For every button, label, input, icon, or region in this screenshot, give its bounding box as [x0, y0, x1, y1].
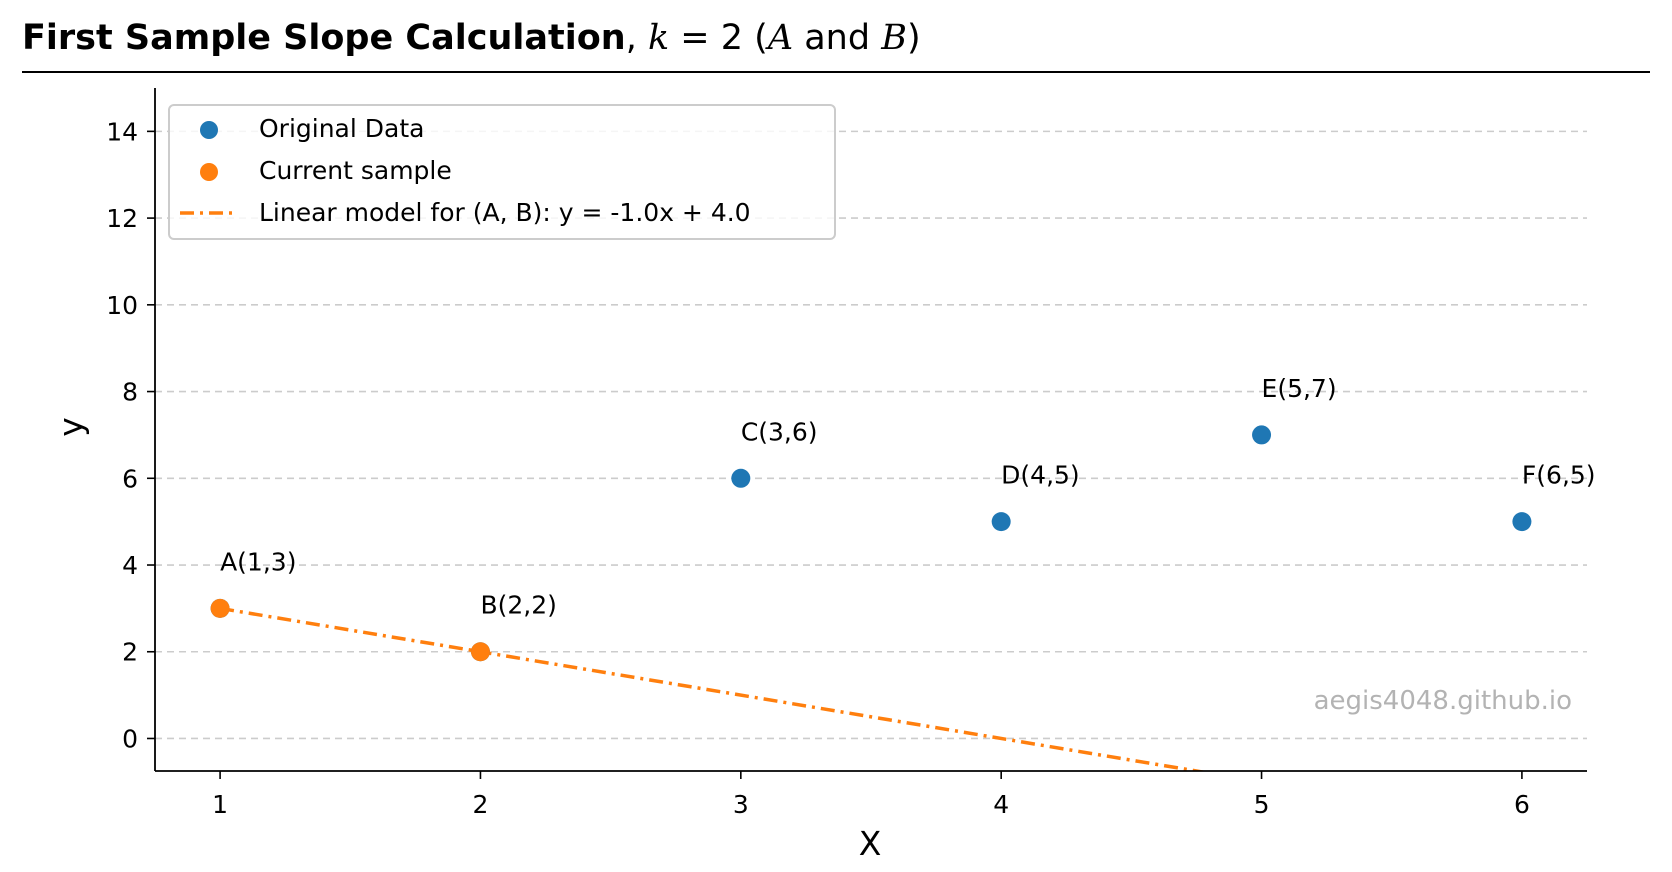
data-point-sample [210, 598, 230, 618]
legend-marker-sample [200, 163, 218, 181]
point-label: E(5,7) [1262, 374, 1337, 403]
chart-title-and: and [793, 18, 881, 58]
legend-label-original: Original Data [259, 114, 424, 143]
axes [147, 88, 1587, 779]
model-line-layer [219, 606, 1208, 771]
chart-title-k: k [648, 18, 669, 58]
y-tick-label: 6 [122, 464, 138, 493]
y-axis-label: y [51, 417, 90, 437]
x-axis-label: X [859, 824, 882, 863]
point-labels-layer: A(1,3) B(2,2) C(3,6) D(4,5) E(5,7) F(6,5) [220, 374, 1595, 620]
point-label: B(2,2) [480, 591, 556, 620]
point-label: D(4,5) [1001, 461, 1080, 490]
point-label: C(3,6) [741, 417, 818, 446]
data-point-sample [470, 642, 490, 662]
watermark: aegis4048.github.io [1314, 686, 1572, 716]
y-tick-label: 8 [122, 378, 138, 407]
x-tick-label: 6 [1514, 790, 1530, 819]
y-tick-label: 0 [122, 724, 138, 753]
chart-title-equals: = 2 ( [669, 18, 768, 58]
data-points-layer [210, 425, 1532, 662]
y-tick-label: 14 [106, 117, 138, 146]
data-point-original [1252, 425, 1272, 445]
chart-title-a: A [765, 18, 793, 58]
model-line [219, 606, 1208, 771]
chart-title-close: ) [907, 18, 921, 58]
y-tick-label: 12 [106, 204, 138, 233]
x-tick-label: 3 [733, 790, 749, 819]
legend: Original Data Current sample Linear mode… [168, 104, 836, 240]
chart-title-b: B [880, 18, 907, 58]
point-label: F(6,5) [1522, 461, 1596, 490]
y-tick-label: 4 [122, 551, 138, 580]
chart-title-separator: , [626, 18, 648, 58]
point-label: A(1,3) [220, 547, 296, 576]
x-tick-label: 1 [212, 790, 228, 819]
x-tick-label: 4 [993, 790, 1009, 819]
legend-box [168, 104, 836, 240]
data-point-original [991, 512, 1011, 532]
data-point-original [1512, 512, 1532, 532]
chart-title-main: First Sample Slope Calculation [22, 18, 626, 58]
chart-title: First Sample Slope Calculation, k = 2 (A… [22, 18, 921, 58]
legend-label-sample: Current sample [259, 156, 452, 185]
legend-label-line: Linear model for (A, B): y = -1.0x + 4.0 [259, 198, 751, 227]
y-tick-label: 2 [122, 638, 138, 667]
x-tick-label: 2 [473, 790, 489, 819]
grid-lines [155, 130, 1587, 740]
legend-marker-original [200, 121, 218, 139]
data-point-original [731, 468, 751, 488]
y-tick-label: 10 [106, 291, 138, 320]
x-tick-label: 5 [1254, 790, 1270, 819]
